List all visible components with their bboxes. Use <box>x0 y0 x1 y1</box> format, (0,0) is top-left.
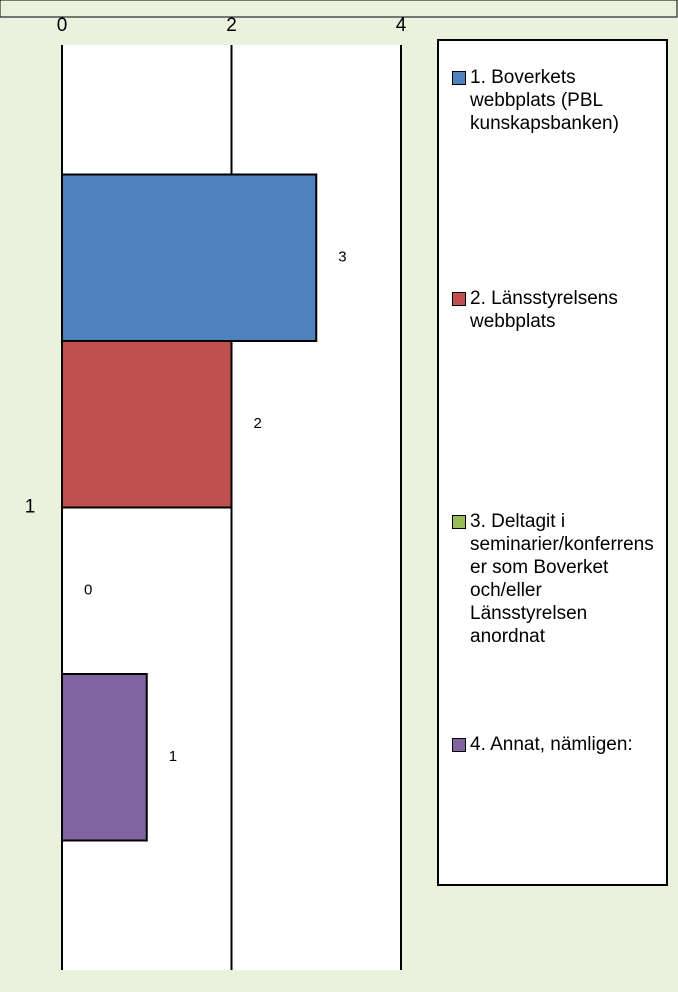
legend-label: 2. Länsstyrelsens webbplats <box>470 288 618 332</box>
header-box <box>0 0 678 18</box>
bar <box>61 340 233 509</box>
x-tick-label: 4 <box>396 15 407 36</box>
legend-label: 4. Annat, nämligen: <box>470 734 633 755</box>
legend-swatch <box>452 738 466 752</box>
legend-swatch <box>452 71 466 85</box>
legend-label: 1. Boverkets webbplats (PBL kunskapsbank… <box>470 67 619 134</box>
value-label: 2 <box>254 415 262 432</box>
value-label: 3 <box>338 249 346 266</box>
legend-box <box>437 39 668 886</box>
bar <box>61 673 148 842</box>
legend-swatch <box>452 292 466 306</box>
value-label: 1 <box>169 748 177 765</box>
legend-label: 3. Deltagit i seminarier/konferrenser so… <box>470 511 654 647</box>
x-tick-label: 2 <box>226 15 237 36</box>
bar <box>61 173 318 342</box>
value-label: 0 <box>84 582 92 599</box>
legend-swatch <box>452 515 466 529</box>
x-tick-label: 0 <box>57 15 68 36</box>
y-tick-label: 1 <box>25 497 36 518</box>
